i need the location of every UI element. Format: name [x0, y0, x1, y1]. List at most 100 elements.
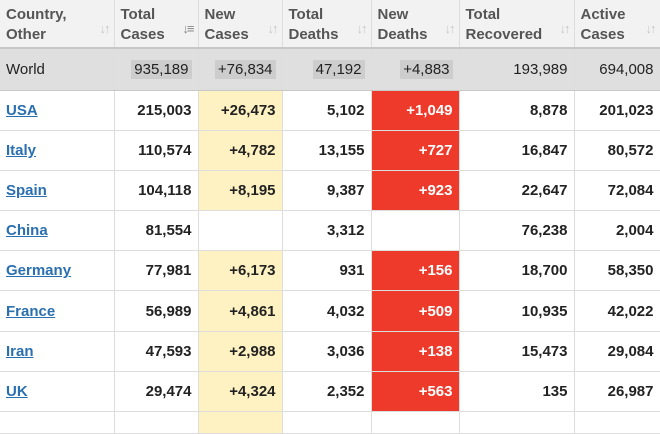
header-label: Recovered — [465, 26, 543, 43]
header-label: Other — [6, 26, 47, 43]
table-row: France 56,989 +4,861 4,032 +509 10,935 4… — [0, 290, 660, 332]
table-row: Iran 47,593 +2,988 3,036 +138 15,473 29,… — [0, 331, 660, 372]
new-cases-cell: +26,473 — [198, 90, 283, 131]
new-deaths-cell: +1,049 — [371, 90, 460, 131]
country-cell: France — [0, 290, 115, 332]
new-cases-cell: +4,324 — [198, 371, 283, 413]
new-deaths-cell: +509 — [371, 290, 460, 332]
new-deaths-cell — [371, 411, 460, 434]
new-deaths-cell: +727 — [371, 130, 460, 171]
active-cases-cell: 72,084 — [574, 170, 660, 212]
new-cases-cell: +4,861 — [198, 290, 283, 332]
header-total-recovered[interactable]: Total Recovered ↓↑ — [459, 0, 575, 49]
total-deaths-cell: 931 — [282, 250, 372, 292]
total-recovered-cell — [459, 411, 575, 434]
header-country[interactable]: Country, Other ↓↑ — [0, 0, 115, 49]
country-link-usa[interactable]: USA — [6, 101, 38, 119]
world-new-deaths: +4,883 — [371, 48, 460, 91]
country-link-france[interactable]: France — [6, 302, 56, 320]
total-cases-cell: 29,474 — [114, 371, 199, 413]
total-deaths-cell: 2,352 — [282, 371, 372, 413]
table-row: Italy 110,574 +4,782 13,155 +727 16,847 … — [0, 130, 660, 171]
header-label: Active — [580, 6, 626, 23]
active-cases-cell: 80,572 — [574, 130, 660, 171]
sort-arrows-icon[interactable]: ↓↑ — [356, 21, 368, 36]
new-cases-cell: +2,988 — [198, 331, 283, 372]
country-cell — [0, 411, 115, 434]
country-cell: Germany — [0, 250, 115, 292]
country-cell: Iran — [0, 331, 115, 372]
total-recovered-cell: 10,935 — [459, 290, 575, 332]
total-cases-cell: 215,003 — [114, 90, 199, 131]
total-recovered-cell: 15,473 — [459, 331, 575, 372]
header-new-deaths[interactable]: New Deaths ↓↑ — [371, 0, 460, 49]
country-link-china[interactable]: China — [6, 222, 48, 240]
header-active-cases[interactable]: Active Cases ↓↑ — [574, 0, 660, 49]
country-link-italy[interactable]: Italy — [6, 141, 37, 159]
active-cases-cell: 58,350 — [574, 250, 660, 292]
new-deaths-cell — [371, 210, 460, 252]
world-new-cases: +76,834 — [198, 48, 283, 91]
header-label: Total — [465, 6, 501, 23]
world-total-deaths: 47,192 — [282, 48, 372, 91]
active-cases-cell — [574, 411, 660, 434]
total-cases-cell: 81,554 — [114, 210, 199, 252]
header-label: Cases — [580, 26, 625, 43]
active-cases-cell: 26,987 — [574, 371, 660, 413]
total-deaths-cell: 5,102 — [282, 90, 372, 131]
sort-descending-icon[interactable]: ↓≡ — [182, 21, 194, 36]
header-label: Country, — [6, 6, 67, 23]
header-new-cases[interactable]: New Cases ↓↑ — [198, 0, 283, 49]
total-deaths-cell — [282, 411, 372, 434]
active-cases-cell: 29,084 — [574, 331, 660, 372]
sort-arrows-icon[interactable]: ↓↑ — [645, 21, 657, 36]
header-label: New — [377, 6, 409, 23]
header-label: Cases — [120, 26, 165, 43]
world-total-deaths-value: 47,192 — [312, 59, 365, 79]
new-cases-cell: +6,173 — [198, 250, 283, 292]
total-deaths-cell: 3,312 — [282, 210, 372, 252]
country-link-spain[interactable]: Spain — [6, 181, 47, 199]
world-total-cases-value: 935,189 — [131, 59, 192, 79]
new-cases-cell — [198, 210, 283, 252]
table-row: China 81,554 3,312 76,238 2,004 — [0, 210, 660, 252]
header-total-cases[interactable]: Total Cases ↓≡ — [114, 0, 199, 49]
header-total-deaths[interactable]: Total Deaths ↓↑ — [282, 0, 372, 49]
country-cell: China — [0, 210, 115, 252]
sort-arrows-icon[interactable]: ↓↑ — [99, 21, 111, 36]
new-deaths-cell: +563 — [371, 371, 460, 413]
country-link-iran[interactable]: Iran — [6, 342, 34, 360]
world-new-deaths-value: +4,883 — [400, 59, 453, 79]
total-recovered-cell: 76,238 — [459, 210, 575, 252]
country-cell: UK — [0, 371, 115, 413]
sort-arrows-icon[interactable]: ↓↑ — [267, 21, 279, 36]
country-cell: Italy — [0, 130, 115, 171]
country-cell: Spain — [0, 170, 115, 212]
sort-arrows-icon[interactable]: ↓↑ — [444, 21, 456, 36]
table-row: Germany 77,981 +6,173 931 +156 18,700 58… — [0, 250, 660, 292]
country-link-uk[interactable]: UK — [6, 382, 28, 400]
total-deaths-cell: 3,036 — [282, 331, 372, 372]
sort-arrows-icon[interactable]: ↓↑ — [559, 21, 571, 36]
header-label: Deaths — [288, 26, 339, 43]
total-cases-cell: 77,981 — [114, 250, 199, 292]
header-label: Total — [120, 6, 156, 23]
new-cases-cell: +8,195 — [198, 170, 283, 212]
table-row-cut-off — [0, 411, 660, 434]
total-recovered-cell: 16,847 — [459, 130, 575, 171]
new-cases-cell — [198, 411, 283, 434]
country-link-germany[interactable]: Germany — [6, 262, 72, 280]
total-deaths-cell: 4,032 — [282, 290, 372, 332]
header-label: Cases — [204, 26, 249, 43]
world-total-row: World 935,189 +76,834 47,192 +4,883 193,… — [0, 48, 660, 91]
total-cases-cell — [114, 411, 199, 434]
total-cases-cell: 56,989 — [114, 290, 199, 332]
active-cases-cell: 201,023 — [574, 90, 660, 131]
total-cases-cell: 110,574 — [114, 130, 199, 171]
new-deaths-cell: +923 — [371, 170, 460, 212]
world-total-cases: 935,189 — [114, 48, 199, 91]
header-label: New — [204, 6, 236, 23]
table-row: USA 215,003 +26,473 5,102 +1,049 8,878 2… — [0, 90, 660, 131]
header-row: Country, Other ↓↑ Total Cases ↓≡ New Cas… — [0, 0, 660, 49]
